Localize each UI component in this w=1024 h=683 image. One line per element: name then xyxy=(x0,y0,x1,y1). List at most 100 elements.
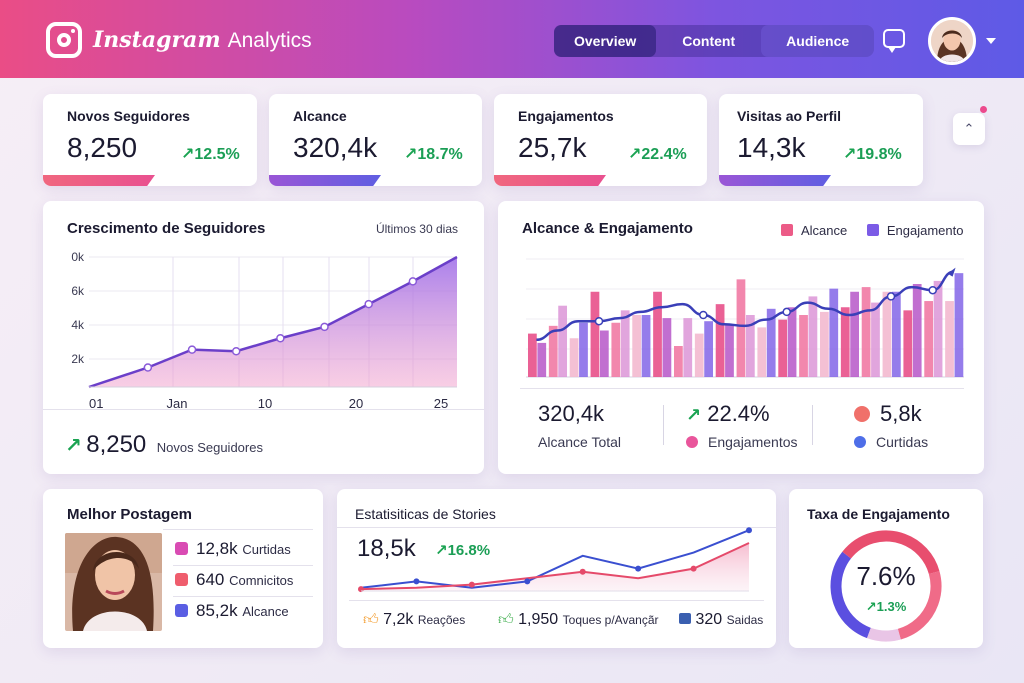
panel-title: Melhor Postagem xyxy=(67,506,193,523)
trend-point xyxy=(782,307,791,317)
bar-engagement xyxy=(662,318,672,377)
best-post-panel: Melhor Postagem 12,8k Curtidas 640 Comni… xyxy=(43,489,323,648)
bar-reach xyxy=(528,333,537,377)
trend-point xyxy=(886,292,896,301)
app-title: Instagram Analytics xyxy=(93,27,312,53)
bar-engagement xyxy=(683,318,693,377)
stories-delta: ↗16.8% xyxy=(435,541,490,559)
data-point-red xyxy=(579,568,586,575)
legend: Alcance Engajamento xyxy=(781,223,964,238)
x-tick-label: 20 xyxy=(349,396,363,411)
post-portrait-icon xyxy=(65,533,162,631)
reach-engagement-chart xyxy=(526,258,964,378)
divider xyxy=(663,405,664,445)
bar-reach xyxy=(653,291,662,377)
engagement-rate-delta-value: 1.3% xyxy=(876,599,907,614)
legend-label-reach: Alcance xyxy=(801,223,848,238)
kpi-delta-value: 22.4% xyxy=(641,146,687,163)
kpi-title: Novos Seguidores xyxy=(67,108,190,124)
chat-icon[interactable] xyxy=(883,29,905,53)
bar-engagement xyxy=(766,308,776,377)
period-selector[interactable]: Últimos 30 dias xyxy=(375,222,458,236)
chevron-up-icon: ⌃ xyxy=(963,121,975,136)
stat-likes-label: Curtidas xyxy=(854,434,928,450)
best-post-stat: 12,8k Curtidas xyxy=(175,539,291,559)
avatar[interactable] xyxy=(928,17,976,65)
bar-engagement xyxy=(537,342,547,377)
app-title-suffix: Analytics xyxy=(227,29,312,52)
best-post-stat-value: 640 xyxy=(196,570,225,589)
engagement-rate-value: 7.6% xyxy=(856,561,916,591)
stat-engagement: ↗ 22.4% xyxy=(686,401,770,427)
bar-reach xyxy=(632,315,642,377)
growth-summary-label: Novos Seguidores xyxy=(156,440,263,455)
tab-content[interactable]: Content xyxy=(682,33,736,49)
kpi-value: 14,3k xyxy=(737,132,806,163)
growth-summary: ↗ 8,250 Novos Seguidores xyxy=(65,431,263,459)
bar-engagement xyxy=(933,280,943,377)
donut-segment xyxy=(830,530,942,642)
bar-reach xyxy=(590,291,600,377)
bar-engagement xyxy=(954,273,964,377)
tab-overview[interactable]: Overview xyxy=(554,25,657,57)
data-point xyxy=(364,299,373,309)
legend-swatch-reach xyxy=(781,224,793,236)
data-point-red xyxy=(690,565,697,572)
data-point-blue xyxy=(635,565,642,572)
thumbs-up-icon: 👍︎ xyxy=(363,611,379,628)
donut-segment xyxy=(830,530,942,642)
kpi-delta: ↗12.5% xyxy=(181,144,240,164)
stories-stat-taps: 👍︎ 1,950 Toques p/Avançãr xyxy=(498,611,658,629)
divider xyxy=(173,565,313,566)
data-point xyxy=(320,322,329,332)
divider xyxy=(163,529,313,530)
bar-reach xyxy=(840,307,850,377)
stories-stat-value: 7,2k xyxy=(383,611,414,628)
stat-likes-value: 5,8k xyxy=(880,401,922,426)
data-point-red xyxy=(468,581,475,588)
legend-label-engagement: Engajamento xyxy=(886,223,964,238)
follower-growth-chart: 0k 6k 4k 2k 01 Jan 10 20 25 xyxy=(71,250,458,411)
data-point xyxy=(276,334,285,343)
bar-reach xyxy=(903,310,913,377)
trend-point xyxy=(594,316,604,326)
bar-engagement xyxy=(558,305,568,377)
divider xyxy=(349,600,764,601)
data-point xyxy=(231,347,241,356)
reach-engagement-panel: Alcance & Engajamento Alcance Engajament… xyxy=(498,201,984,474)
kpi-delta: ↗19.8% xyxy=(843,144,902,164)
divider xyxy=(43,409,484,410)
kpi-accent-bar xyxy=(494,175,606,186)
bar-reach xyxy=(736,279,746,377)
chevron-down-icon[interactable] xyxy=(986,38,996,44)
bar-engagement xyxy=(808,296,818,377)
data-point xyxy=(143,363,153,372)
bar-engagement xyxy=(850,291,860,377)
arrow-up-icon: ↗ xyxy=(865,599,877,614)
best-post-stat-label: Alcance xyxy=(242,604,289,619)
kpi-value: 25,7k xyxy=(518,132,587,163)
bar-reach xyxy=(611,322,621,377)
best-post-stat-value: 12,8k xyxy=(196,539,238,558)
bar-reach xyxy=(820,311,829,377)
kpi-title: Engajamentos xyxy=(518,108,614,124)
arrow-up-icon: ↗ xyxy=(628,146,642,163)
tab-audience[interactable]: Audience xyxy=(761,25,875,57)
y-tick-label: 0k xyxy=(71,250,85,264)
kpi-delta-value: 19.8% xyxy=(856,146,902,163)
panel-title: Crescimento de Seguidores xyxy=(67,220,266,237)
divider xyxy=(812,405,813,445)
bar-engagement xyxy=(787,307,797,377)
best-post-stat-label: Curtidas xyxy=(242,542,291,557)
data-point xyxy=(187,345,197,354)
bar-engagement xyxy=(599,330,609,377)
kpi-delta-value: 18.7% xyxy=(417,146,463,163)
collapse-button[interactable]: ⌃ xyxy=(953,113,985,145)
kpi-card-engagements: Engajamentos 25,7k ↗22.4% xyxy=(494,94,707,186)
divider xyxy=(520,388,964,389)
kpi-value: 320,4k xyxy=(293,132,378,163)
bar-engagement xyxy=(871,302,880,377)
best-post-stat-value: 85,2k xyxy=(196,601,238,620)
series-line-blue xyxy=(360,529,750,589)
best-post-image[interactable] xyxy=(65,533,162,631)
